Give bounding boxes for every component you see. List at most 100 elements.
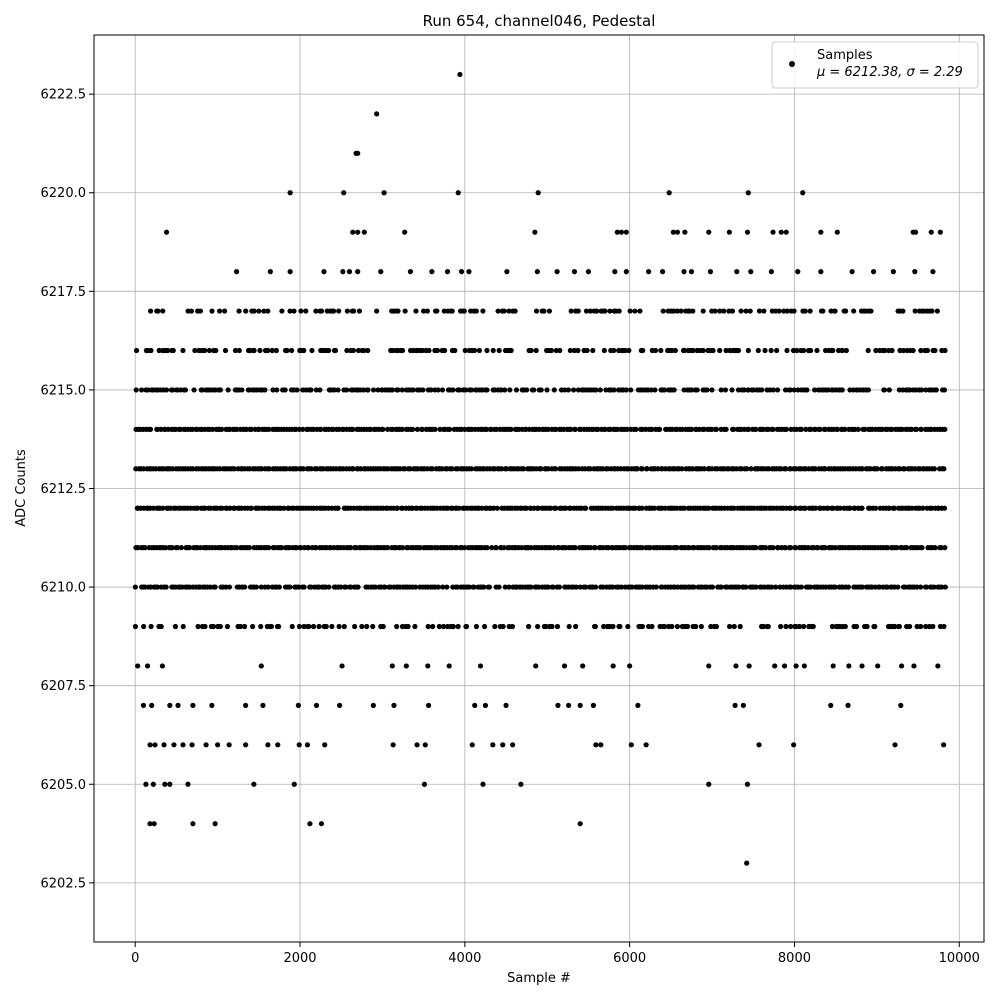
data-point (331, 387, 337, 393)
data-point (853, 623, 860, 630)
data-point (350, 229, 356, 235)
data-point (648, 387, 654, 393)
x-tick-label: 4000 (448, 951, 481, 966)
x-axis-label: Sample # (507, 971, 571, 986)
data-point (161, 742, 167, 748)
data-point (154, 584, 161, 590)
data-point (545, 426, 551, 432)
data-point (729, 308, 736, 314)
data-point (812, 466, 818, 472)
data-point (933, 387, 939, 393)
y-tick-label: 6217.5 (41, 285, 87, 300)
data-point (744, 466, 750, 472)
data-point (660, 308, 666, 314)
x-axis-ticks: 0 2000 4000 6000 8000 10000 (131, 942, 980, 966)
data-point (694, 387, 700, 393)
data-point (845, 702, 851, 708)
data-point (273, 347, 279, 354)
data-point (892, 623, 898, 630)
data-point (364, 623, 370, 630)
data-point (444, 584, 450, 590)
data-point (180, 623, 186, 630)
data-point (521, 466, 527, 472)
data-point (825, 505, 831, 511)
data-point (669, 347, 675, 354)
data-point (781, 308, 787, 314)
data-point (300, 426, 306, 432)
data-point (502, 387, 508, 393)
data-point (417, 545, 423, 551)
data-point (455, 623, 461, 630)
data-point (495, 308, 501, 314)
data-point (594, 308, 600, 314)
y-tick-label: 6202.5 (41, 876, 87, 891)
data-point (375, 387, 381, 393)
data-point (726, 229, 732, 235)
data-point (457, 71, 463, 78)
data-point (197, 308, 204, 314)
data-point (318, 821, 325, 827)
data-point (509, 623, 515, 630)
data-point (326, 584, 332, 590)
data-point (748, 466, 754, 472)
data-point (265, 308, 271, 314)
data-point (493, 545, 499, 551)
data-point (592, 545, 598, 551)
data-point (178, 545, 184, 551)
data-point (155, 308, 161, 314)
data-point (610, 623, 616, 630)
data-point (435, 387, 441, 393)
data-point (276, 623, 282, 630)
data-point (822, 466, 828, 472)
data-point (718, 584, 724, 590)
data-point (215, 742, 221, 748)
data-point (918, 426, 925, 432)
data-point (428, 387, 434, 393)
data-point (355, 150, 361, 156)
data-point (158, 623, 164, 630)
data-point (901, 466, 908, 472)
data-point (690, 308, 696, 314)
data-point (195, 505, 201, 511)
data-point (524, 387, 530, 393)
data-point (163, 584, 169, 590)
data-point (351, 308, 357, 314)
data-point (212, 821, 218, 827)
data-point (588, 545, 594, 551)
data-point (289, 347, 295, 354)
data-point (929, 308, 935, 314)
data-point (731, 623, 737, 630)
data-point (308, 466, 314, 472)
data-point (144, 663, 151, 669)
data-point (575, 308, 581, 314)
data-point (731, 426, 737, 432)
data-point (142, 545, 148, 551)
data-point (865, 347, 871, 354)
data-point (163, 229, 170, 235)
data-point (551, 545, 557, 551)
data-point (918, 347, 924, 354)
data-point (796, 623, 803, 630)
data-point (360, 387, 367, 393)
chart-title: Run 654, channel046, Pedestal (423, 12, 656, 30)
data-point (879, 466, 885, 472)
data-point (678, 308, 684, 314)
data-point (355, 584, 361, 590)
data-point (532, 229, 538, 235)
data-point (584, 347, 590, 354)
data-point (500, 742, 506, 748)
data-point (399, 545, 406, 551)
data-point (674, 545, 680, 551)
data-point (526, 623, 532, 630)
data-point (744, 860, 750, 866)
data-point (251, 781, 257, 787)
data-point (202, 623, 208, 630)
data-point (587, 308, 593, 314)
data-point (140, 466, 147, 472)
data-point (610, 663, 616, 669)
data-point (359, 623, 365, 630)
data-point (281, 505, 287, 511)
data-point (452, 347, 458, 354)
data-point (555, 702, 561, 708)
data-point (538, 387, 544, 393)
